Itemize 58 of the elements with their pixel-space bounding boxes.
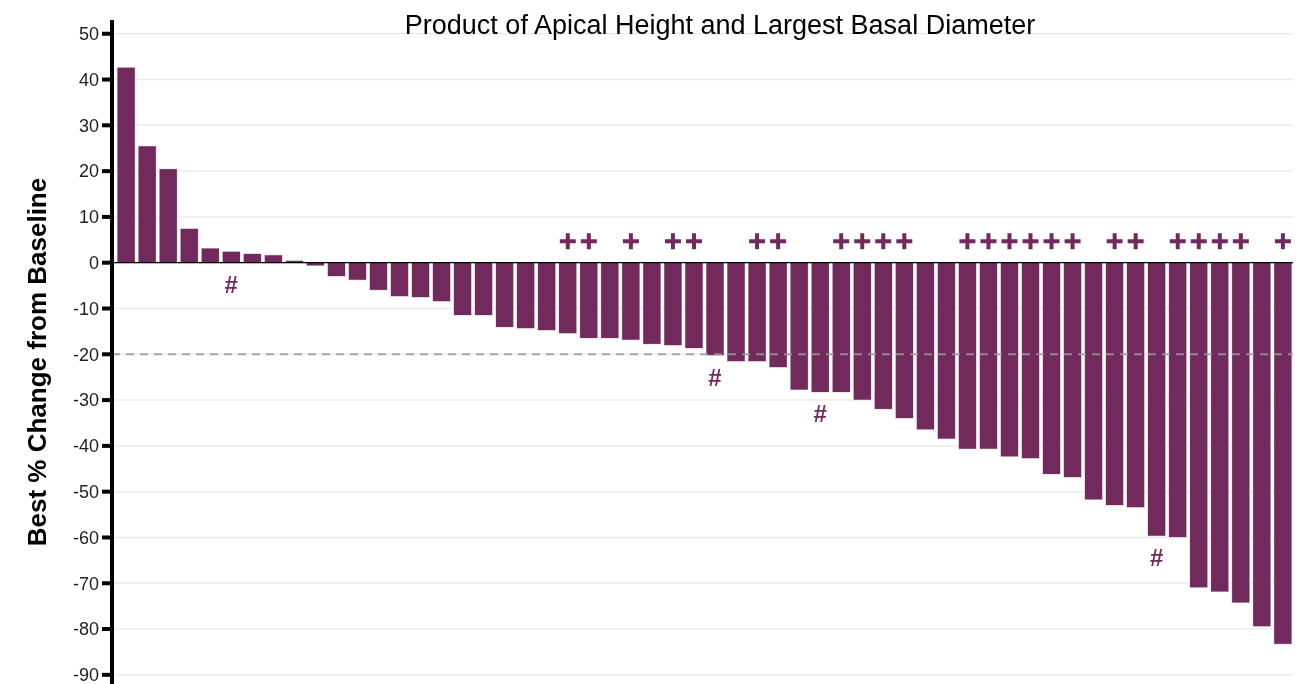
y-tick-label: 40 xyxy=(78,69,99,90)
bar xyxy=(432,262,451,302)
bar xyxy=(873,262,893,410)
bar xyxy=(1021,262,1040,459)
bar xyxy=(411,262,430,298)
data-label: # xyxy=(1150,544,1164,572)
bar xyxy=(1084,262,1103,501)
bar xyxy=(453,262,472,316)
bar xyxy=(1168,262,1188,538)
chart-title: Product of Apical Height and Largest Basal Diameter xyxy=(404,10,1036,40)
y-tick-label: 0 xyxy=(88,253,99,273)
bar xyxy=(1147,262,1167,537)
y-tick-label: 50 xyxy=(78,24,99,45)
y-tick-label: -60 xyxy=(72,527,99,548)
y-tick-label: -80 xyxy=(72,619,99,640)
data-label: # xyxy=(813,400,827,428)
y-tick-label: -70 xyxy=(72,573,99,594)
bar xyxy=(516,262,536,329)
bar xyxy=(221,250,241,263)
bar xyxy=(958,262,977,450)
data-label: # xyxy=(708,363,722,391)
bar xyxy=(306,262,325,267)
y-tick-label: -20 xyxy=(72,344,99,365)
bar xyxy=(1189,262,1209,589)
bar xyxy=(558,262,578,334)
y-tick-label: -90 xyxy=(72,665,99,684)
y-tick-label: 20 xyxy=(78,161,99,182)
bar xyxy=(979,262,998,450)
y-axis-title: Best % Change from Baseline xyxy=(22,177,52,547)
y-tick-label: 30 xyxy=(78,115,99,136)
bar xyxy=(537,262,557,331)
bar xyxy=(390,262,409,297)
y-tick-label: 10 xyxy=(78,207,99,228)
bar xyxy=(369,262,388,291)
y-tick-label: -40 xyxy=(72,436,99,457)
bar xyxy=(1000,262,1019,458)
data-label: # xyxy=(224,270,238,298)
y-tick-label: -30 xyxy=(72,390,99,411)
bar xyxy=(200,247,220,263)
bar xyxy=(495,262,515,328)
bar xyxy=(894,262,914,419)
bar xyxy=(327,262,346,277)
bar xyxy=(348,262,367,281)
bar xyxy=(474,262,493,316)
bar xyxy=(937,262,956,440)
bar xyxy=(852,262,872,401)
bar xyxy=(1063,262,1082,478)
bar xyxy=(831,262,851,393)
bar xyxy=(1105,262,1124,506)
bar xyxy=(179,228,199,263)
bar xyxy=(242,253,262,263)
y-tick-label: -50 xyxy=(72,481,99,502)
bar xyxy=(1126,262,1146,508)
bar xyxy=(916,262,935,431)
bar xyxy=(1042,262,1061,475)
bar xyxy=(263,254,283,263)
bar xyxy=(1210,262,1230,593)
y-tick-label: -10 xyxy=(72,298,99,319)
